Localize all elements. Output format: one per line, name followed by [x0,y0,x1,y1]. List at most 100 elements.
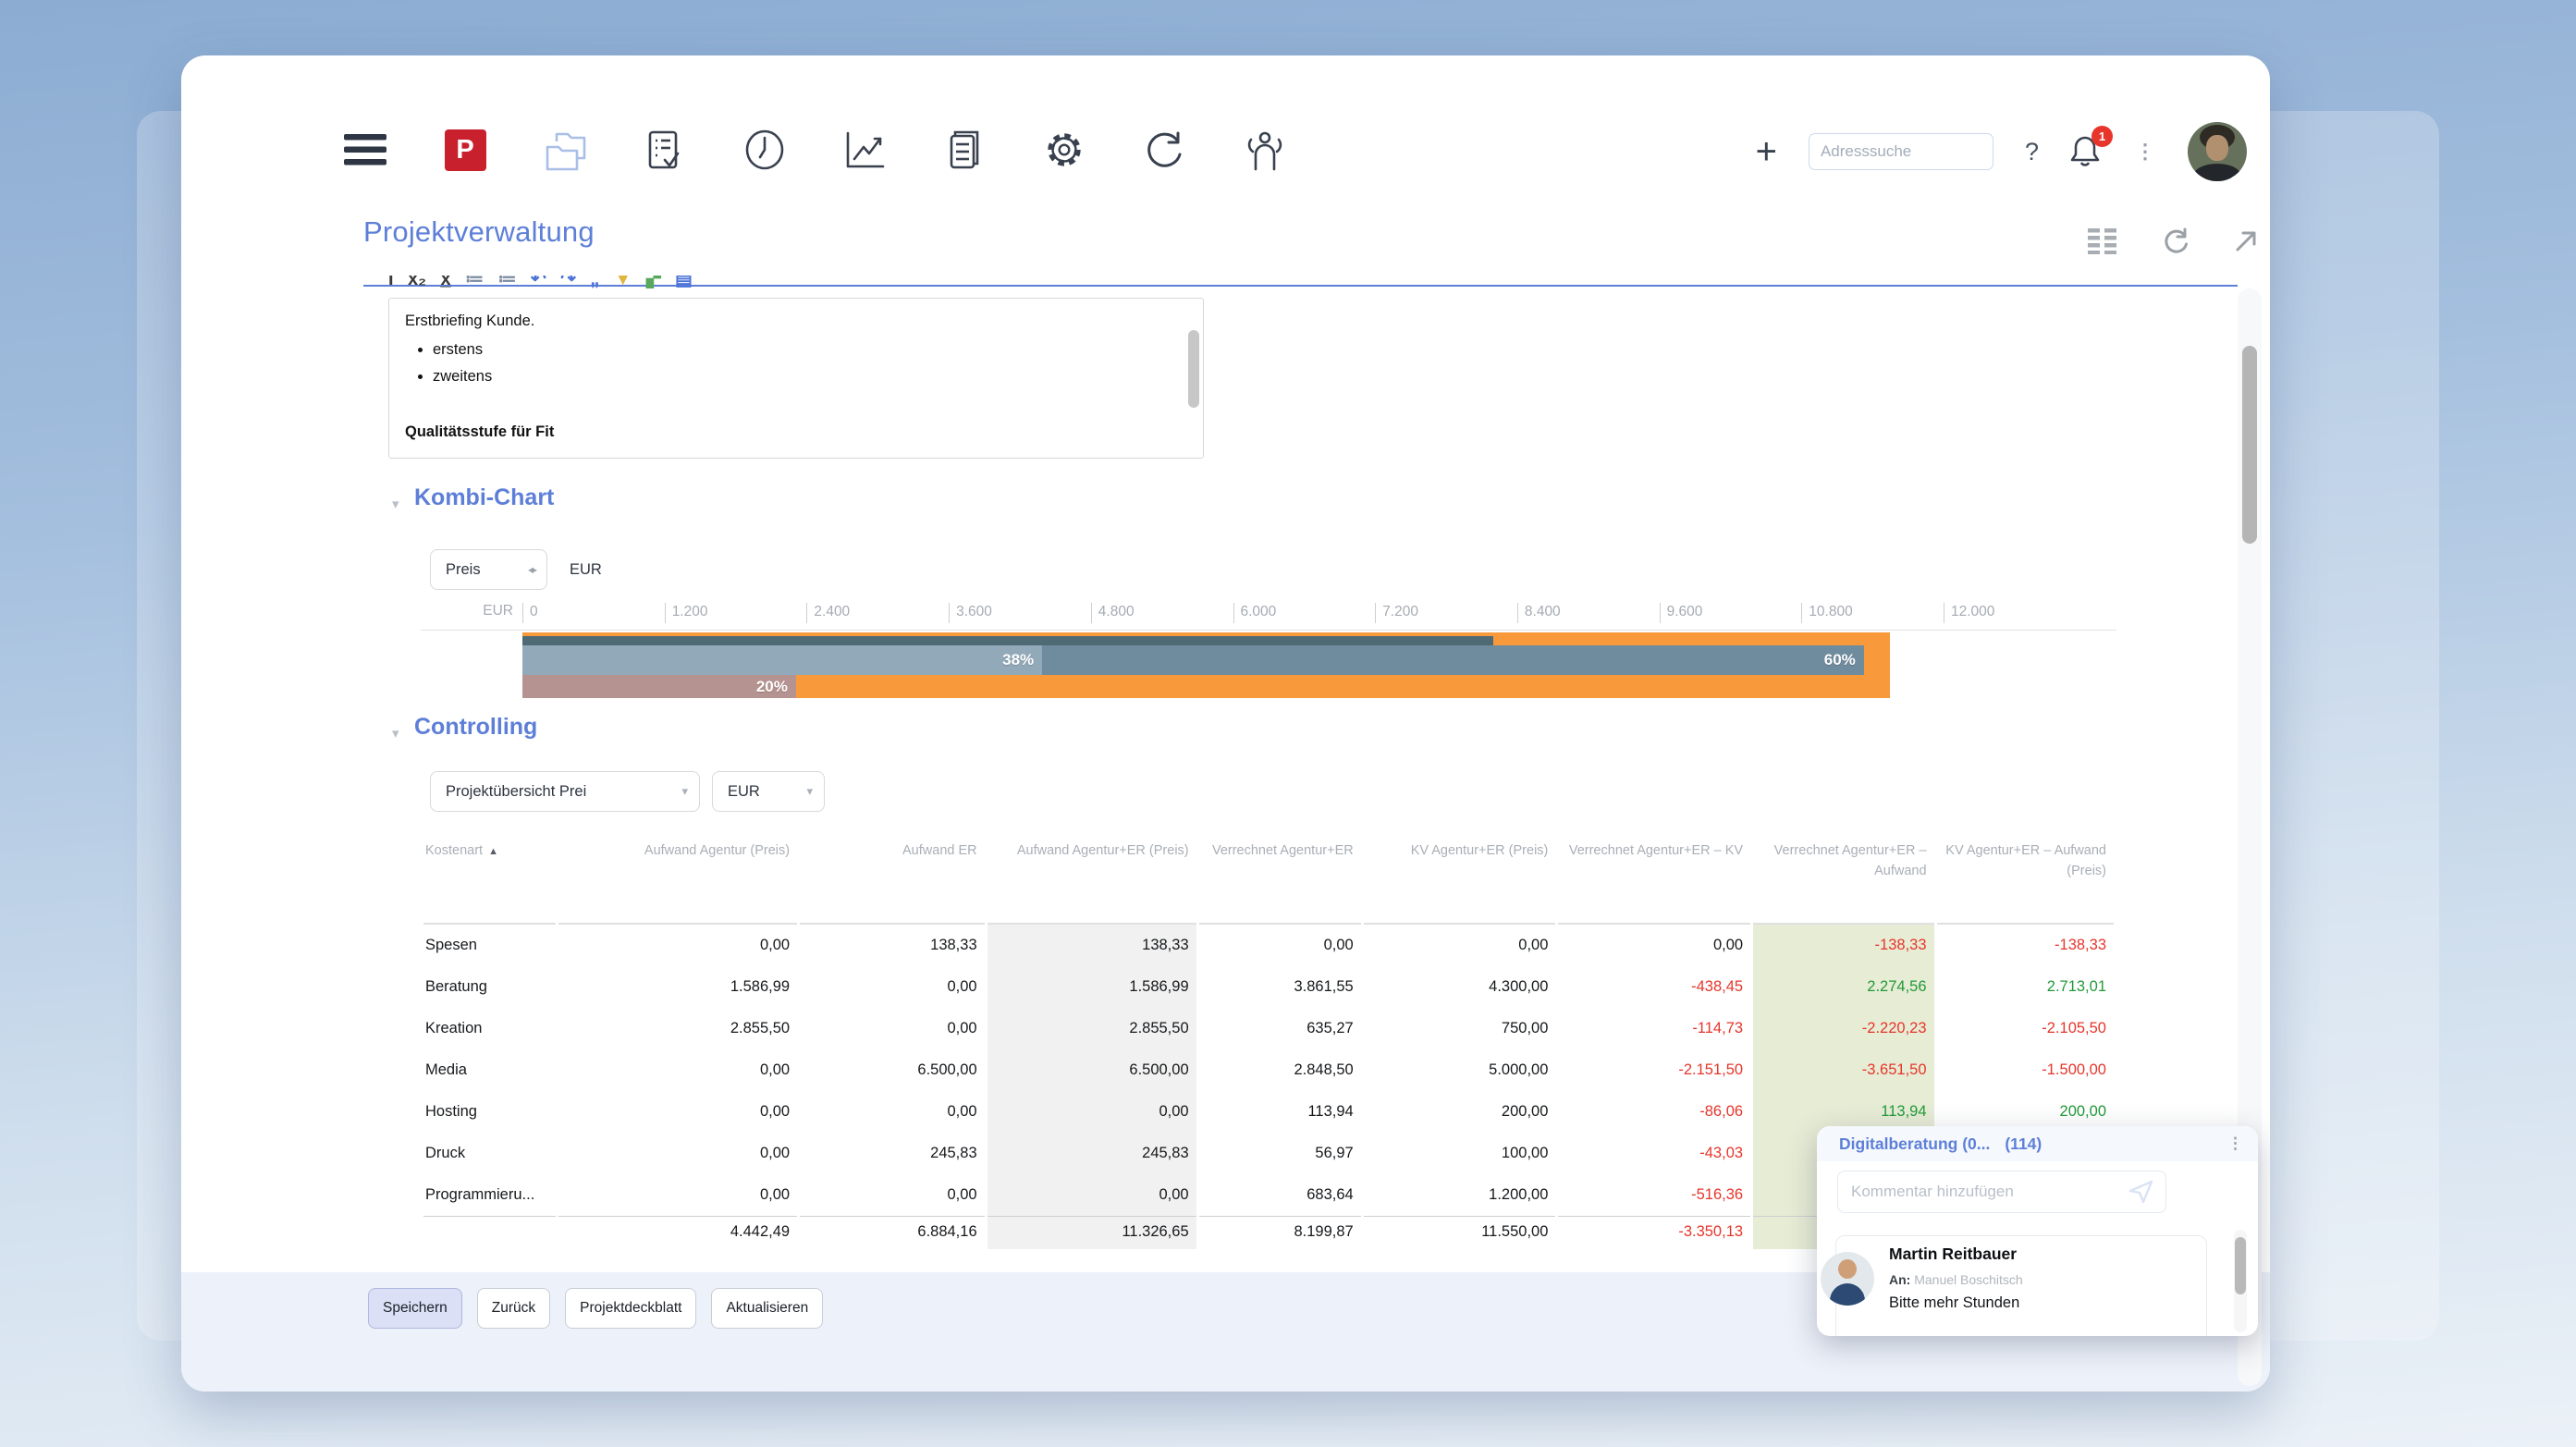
table-cell: 2.848,50 [1294,1061,1354,1078]
table-cell: Media [425,1061,467,1078]
layout-grid-icon[interactable] [2088,228,2117,254]
column-header[interactable]: KV Agentur+ER (Preis) [1363,840,1556,925]
editor-numlist-icon[interactable]: ≔ [497,276,517,288]
popup-kebab-icon[interactable]: ⋮ [2227,1134,2243,1152]
notifications-bell-icon[interactable]: 1 [2070,126,2113,170]
table-cell: 0,00 [987,1091,1196,1133]
axis-tick: 8.400 [1516,603,1561,623]
app-logo[interactable]: P [444,128,486,172]
table-cell: -2.220,23 [1753,1008,1934,1049]
controlling-section-title: Controlling [414,714,538,740]
table-cell: -138,33 [2055,937,2106,953]
table-cell: -2.105,50 [2042,1020,2106,1036]
editor-filter-icon[interactable]: ▼ [613,276,632,288]
avatar-face [1838,1259,1857,1279]
editor-strike-icon[interactable]: x̲ [440,276,451,288]
avatar-body [1830,1283,1865,1306]
column-header[interactable]: Aufwand Agentur (Preis) [558,840,798,925]
help-icon[interactable]: ? [2024,137,2039,166]
kebab-menu-icon[interactable]: ⋮ [2135,140,2156,163]
popup-scrollbar-thumb[interactable] [2235,1237,2246,1294]
tasks-icon[interactable] [644,128,686,172]
editor-bullet-list: erstens zweitens [433,338,1175,389]
external-link-icon[interactable] [2234,229,2258,253]
axis-tick: 2.400 [806,603,850,623]
column-header[interactable]: Aufwand ER [800,840,985,925]
table-cell: 113,94 [1753,1091,1934,1133]
table-row: Hosting 0,00 0,00 0,00 113,94 200,00 -86,06 113… [423,1091,2114,1133]
controlling-collapse-icon[interactable]: ▾ [392,726,399,742]
controlling-currency-select[interactable]: EUR ▾ [712,771,825,812]
briefing-textarea[interactable]: Erstbriefing Kunde. erstens zweitens Qua… [388,298,1204,459]
reload-icon[interactable] [2162,227,2190,255]
comment-input[interactable]: Kommentar hinzufügen [1837,1171,2166,1213]
app-toolbar: P [344,128,1285,172]
address-search-input[interactable] [1808,133,1993,170]
table-cell: 2.713,01 [2046,978,2106,995]
main-scrollbar-thumb[interactable] [2242,346,2257,544]
logo-letter: P [456,134,474,165]
table-cell: 0,00 [759,1186,791,1203]
table-cell: -3.350,13 [1558,1216,1751,1249]
projects-icon[interactable] [544,128,586,172]
editor-format-icon[interactable]: I [388,276,394,288]
app-window: P [181,55,2270,1392]
table-cell: 138,33 [987,925,1196,966]
back-button[interactable]: Zurück [476,1288,551,1329]
toolbar-right-group: + ? 1 ⋮ [1756,122,2247,181]
editor-quote-icon[interactable]: „ [590,276,600,288]
comment-text: Bitte mehr Stunden [1889,1294,2020,1311]
controlling-view-select[interactable]: Projektübersicht Prei ▾ [430,771,700,812]
column-header[interactable]: Verrechnet Agentur+ER [1198,840,1361,925]
column-header[interactable]: Kostenart ▲ [423,840,556,925]
editor-scrollbar-thumb[interactable] [1188,330,1199,408]
table-cell: -516,36 [1691,1186,1744,1203]
send-icon[interactable] [2128,1180,2154,1204]
user-avatar[interactable] [2188,122,2247,181]
column-header[interactable]: Verrechnet Agentur+ER – Aufwand [1753,840,1934,925]
comment-author-avatar [1821,1252,1874,1306]
analytics-icon[interactable] [843,128,886,172]
sync-refresh-icon[interactable] [1143,128,1185,172]
table-cell: 11.550,00 [1363,1216,1556,1249]
chevron-down-icon: ▾ [681,784,688,798]
table-cell: 683,64 [1306,1186,1354,1203]
column-header[interactable]: Aufwand Agentur+ER (Preis) [987,840,1196,925]
editor-toolbar: I x₂ x̲ ≔ ≔ ↶ ↷ „ ▼ ▞ ▤ [388,276,943,288]
hamburger-menu-button[interactable] [344,128,386,172]
project-cover-button[interactable]: Projektdeckblatt [565,1288,697,1329]
kombi-chart-section-title: Kombi-Chart [414,484,555,510]
table-cell: 0,00 [947,1020,977,1036]
users-group-icon[interactable] [1243,128,1285,172]
bar-label-20: 20% [755,677,788,695]
column-header[interactable]: Verrechnet Agentur+ER – KV [1558,840,1751,925]
editor-undo-icon[interactable]: ↶ [530,276,546,288]
editor-plugin-icon[interactable]: ▞ [646,276,661,288]
refresh-button[interactable]: Aktualisieren [711,1288,824,1329]
table-cell: 245,83 [987,1133,1196,1174]
editor-table-icon[interactable]: ▤ [674,276,693,288]
table-cell: -1.500,00 [2042,1061,2106,1078]
table-cell: 0,00 [947,978,977,995]
editor-redo-icon[interactable]: ↷ [560,276,576,288]
documents-icon[interactable] [943,128,986,172]
table-cell: 56,97 [1315,1145,1354,1161]
table-cell: Druck [425,1145,466,1161]
chart-baseline [421,630,2116,631]
table-cell: 750,00 [1501,1020,1549,1036]
axis-tick: 3.600 [949,603,992,623]
table-cell: 2.855,50 [730,1020,791,1036]
table-cell: 113,94 [1307,1103,1354,1120]
editor-list-icon[interactable]: ≔ [465,276,485,288]
add-icon[interactable]: + [1755,131,1777,172]
table-cell: -43,03 [1699,1145,1744,1161]
save-button[interactable]: Speichern [368,1288,462,1329]
editor-subscript-icon[interactable]: x₂ [408,276,427,288]
table-row: Beratung 1.586,99 0,00 1.586,99 3.861,55 4.30… [423,966,2114,1008]
time-tracking-icon[interactable] [743,128,786,172]
column-header[interactable]: KV Agentur+ER – Aufwand (Preis) [1936,840,2114,925]
kombi-chart-collapse-icon[interactable]: ▾ [392,497,399,512]
chart-metric-select[interactable]: Preis ◂▸ [430,549,547,590]
settings-gear-icon[interactable] [1043,128,1086,172]
